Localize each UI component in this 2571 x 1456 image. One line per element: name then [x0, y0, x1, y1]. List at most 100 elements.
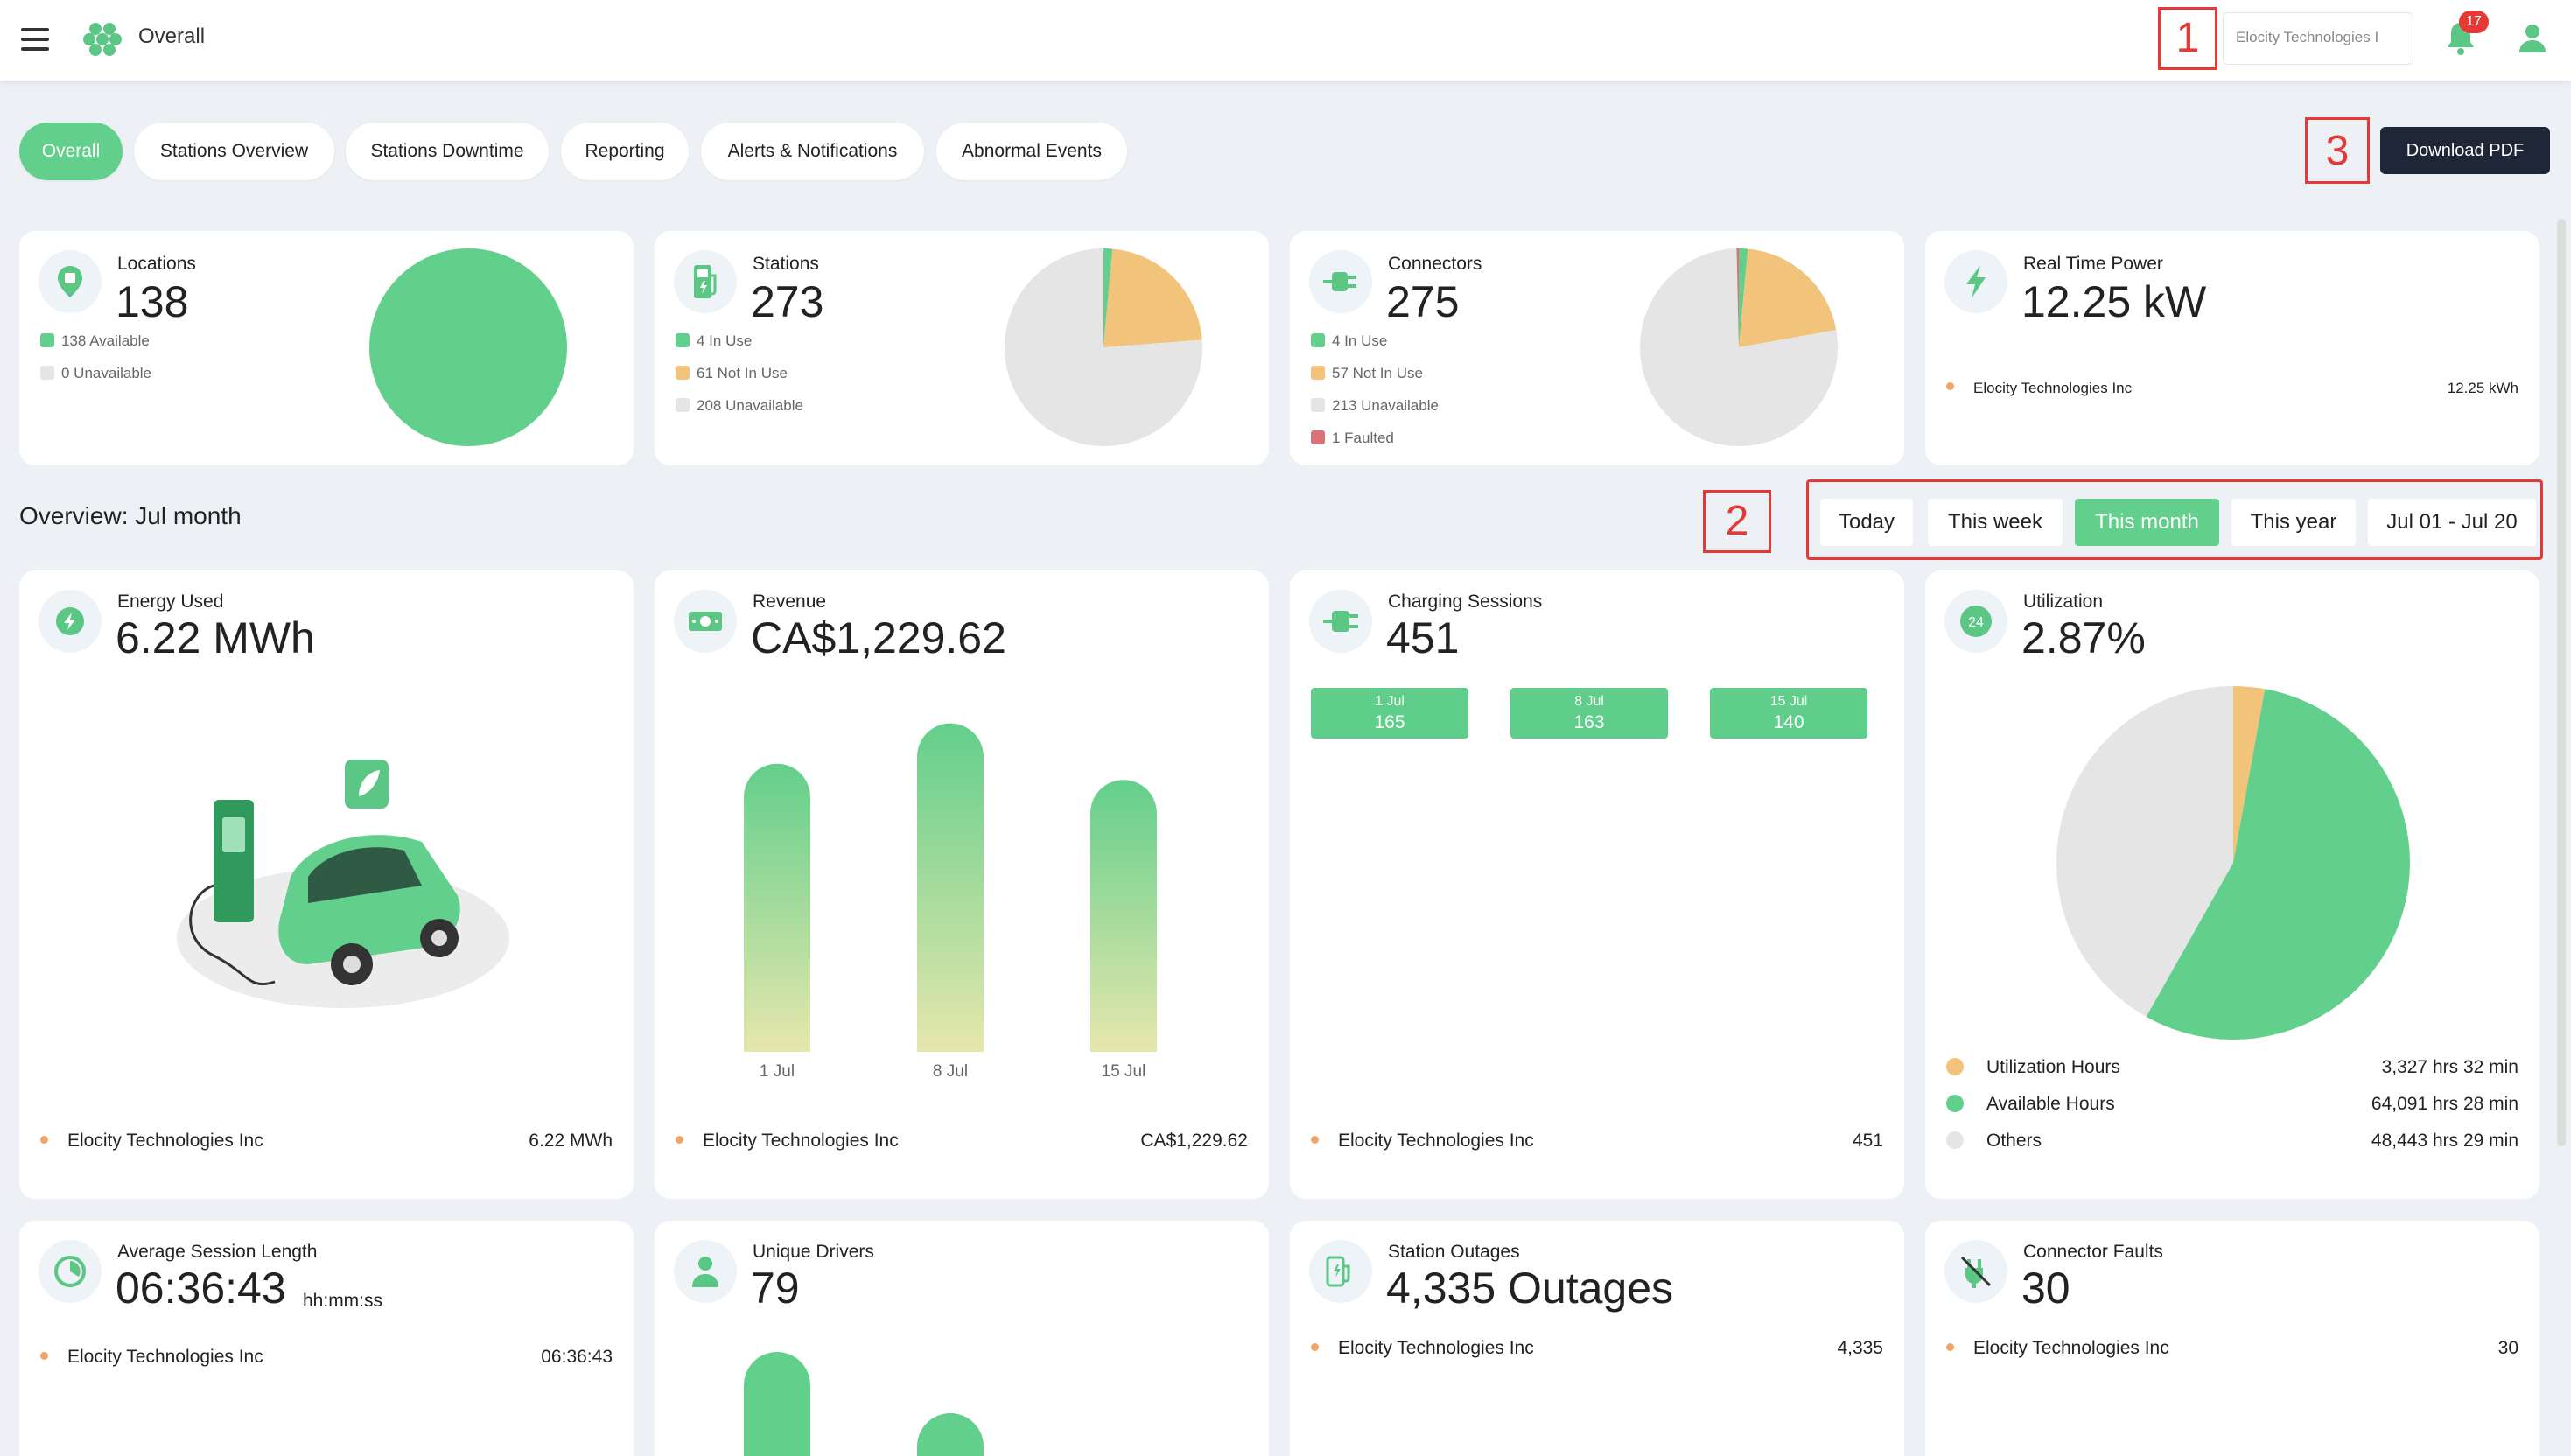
tab-stations-downtime[interactable]: Stations Downtime: [346, 122, 549, 180]
real-time-power-value: 12.25 kW: [2021, 277, 2207, 326]
callout-3: 3: [2305, 117, 2370, 184]
charging-sessions-card: Charging Sessions 451 1 Jul 165 8 Jul 163 …: [1290, 570, 1904, 1199]
utilization-label: Utilization: [2023, 592, 2104, 612]
tab-reporting[interactable]: Reporting: [561, 122, 689, 180]
org-value: 06:36:43: [541, 1347, 613, 1367]
pie-slice-utilization-hours: [2233, 686, 2266, 863]
stations-label: Stations: [753, 254, 819, 274]
ev-charging-illustration: [177, 760, 509, 1008]
legend-item: 4 In Use: [676, 332, 752, 350]
period-selector-highlight: [1806, 480, 2543, 560]
org-name: Elocity Technologies Inc: [40, 1347, 263, 1368]
station-outage-icon: [1309, 1240, 1372, 1303]
pie-slice-available: [369, 248, 567, 446]
x-tick-label: 8 Jul: [932, 1062, 969, 1081]
pie-slice-others: [2056, 686, 2233, 1017]
revenue-bar: [744, 763, 810, 1052]
org-name: Elocity Technologies Inc: [676, 1130, 899, 1152]
period-this-year[interactable]: This year: [2231, 499, 2356, 546]
callout-1: 1: [2158, 7, 2217, 70]
real-time-power-label: Real Time Power: [2023, 254, 2163, 274]
drivers-bar: [744, 1352, 810, 1456]
utilization-card: 24 Utilization 2.87% Utilization Hours 3…: [1925, 570, 2539, 1199]
legend-value: 64,091 hrs 28 min: [2371, 1094, 2518, 1114]
org-value: 30: [2497, 1338, 2518, 1358]
legend-item: 208 Unavailable: [676, 397, 803, 415]
average-session-value: 06:36:43: [116, 1264, 286, 1312]
legend-item: 61 Not In Use: [676, 365, 788, 382]
top-bar: Overall 1 Elocity Technologies I 17: [0, 0, 2571, 80]
revenue-value: CA$1,229.62: [751, 613, 1006, 662]
pie-slice-not-in-use: [1739, 248, 1837, 347]
connector-fault-icon: [1944, 1240, 2007, 1303]
legend-item: 4 In Use: [1311, 332, 1387, 350]
period-this-month[interactable]: This month: [2075, 499, 2219, 546]
locations-card: Locations 138 138 Available 0 Unavailabl…: [19, 231, 634, 466]
revenue-bar: [917, 723, 984, 1052]
energy-used-card: Energy Used 6.22 MWh Elocity Technologie…: [19, 570, 634, 1199]
period-this-week[interactable]: This week: [1928, 499, 2063, 546]
org-name: Elocity Technologies Inc: [1946, 1338, 2169, 1359]
period-today[interactable]: Today: [1820, 499, 1913, 546]
charging-sessions-value: 451: [1386, 613, 1460, 662]
user-icon[interactable]: [2517, 21, 2548, 56]
driver-icon: [674, 1240, 737, 1303]
connector-faults-card: Connector Faults 30 Elocity Technologies…: [1925, 1221, 2539, 1456]
revenue-card: Revenue CA$1,229.62 1 Jul 8 Jul 15 Jul E…: [655, 570, 1269, 1199]
station-outages-value: 4,335 Outages: [1386, 1264, 1674, 1312]
org-value: 6.22 MWh: [529, 1130, 613, 1151]
notification-badge: 17: [2459, 10, 2489, 33]
unique-drivers-bar-chart: [744, 1352, 984, 1456]
org-value: 4,335: [1837, 1338, 1883, 1358]
download-pdf-button[interactable]: Download PDF: [2380, 127, 2550, 174]
org-name: Elocity Technologies Inc: [40, 1130, 263, 1152]
charging-station-icon: [674, 250, 737, 313]
average-session-label: Average Session Length: [117, 1242, 318, 1262]
pie-slice-faulted: [1736, 248, 1739, 347]
tab-alerts-notifications[interactable]: Alerts & Notifications: [701, 122, 924, 180]
unique-drivers-label: Unique Drivers: [753, 1242, 874, 1262]
tab-stations-overview[interactable]: Stations Overview: [134, 122, 334, 180]
org-value: CA$1,229.62: [1140, 1130, 1248, 1151]
legend-item: Others: [1946, 1130, 2042, 1152]
page-title: Overall: [138, 24, 206, 48]
average-session-unit: hh:mm:ss: [303, 1291, 383, 1311]
stations-value: 273: [751, 277, 824, 326]
org-name: Elocity Technologies Inc: [1311, 1338, 1534, 1359]
tab-overall[interactable]: Overall: [19, 122, 123, 180]
connector-faults-label: Connector Faults: [2023, 1242, 2163, 1262]
energy-icon: [39, 590, 102, 653]
x-tick-label: 1 Jul: [759, 1062, 795, 1081]
revenue-bar: [1090, 780, 1157, 1052]
period-custom-range[interactable]: Jul 01 - Jul 20: [2368, 499, 2536, 546]
pie-slice-available-hours: [2146, 689, 2410, 1040]
energy-used-value: 6.22 MWh: [116, 613, 315, 662]
session-week-box: 15 Jul 140: [1710, 688, 1867, 738]
legend-item: Utilization Hours: [1946, 1057, 2120, 1078]
real-time-power-card: Real Time Power 12.25 kW Elocity Technol…: [1925, 231, 2539, 466]
average-session-card: Average Session Length 06:36:43 hh:mm:ss…: [19, 1221, 634, 1456]
locations-label: Locations: [117, 254, 196, 274]
svg-text:24: 24: [1968, 615, 1984, 630]
pie-slice-not-in-use: [1103, 248, 1202, 347]
drivers-bar: [917, 1413, 984, 1456]
connectors-pie-chart: [1640, 248, 1838, 446]
org-value: 12.25 kWh: [2447, 380, 2518, 396]
pie-slice-unavailable: [1005, 248, 1202, 446]
legend-item: 138 Available: [40, 332, 150, 350]
money-icon: [674, 590, 737, 653]
stations-card: Stations 273 4 In Use 61 Not In Use 208 …: [655, 231, 1269, 466]
organization-select[interactable]: Elocity Technologies I: [2223, 12, 2413, 65]
callout-2: 2: [1703, 490, 1771, 553]
overview-title: Overview: Jul month: [19, 502, 242, 529]
connectors-value: 275: [1386, 277, 1460, 326]
energy-used-label: Energy Used: [117, 592, 224, 612]
legend-value: 48,443 hrs 29 min: [2371, 1130, 2518, 1151]
menu-icon[interactable]: [21, 28, 49, 51]
legend-item: Available Hours: [1946, 1094, 2115, 1115]
tab-abnormal-events[interactable]: Abnormal Events: [936, 122, 1127, 180]
revenue-label: Revenue: [753, 592, 827, 612]
legend-item: 1 Faulted: [1311, 430, 1394, 447]
utilization-pie-chart: [2056, 686, 2410, 1040]
scrollbar[interactable]: [2557, 219, 2566, 1146]
